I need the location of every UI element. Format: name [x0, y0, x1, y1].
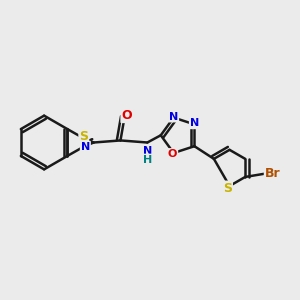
- Text: N: N: [81, 142, 90, 152]
- Text: O: O: [122, 109, 132, 122]
- Text: N: N: [169, 112, 178, 122]
- Text: N: N: [143, 146, 152, 156]
- Text: N: N: [190, 118, 199, 128]
- Text: Br: Br: [265, 167, 280, 180]
- Text: O: O: [168, 149, 177, 159]
- Text: S: S: [79, 130, 88, 143]
- Text: S: S: [223, 182, 232, 195]
- Text: H: H: [143, 154, 152, 165]
